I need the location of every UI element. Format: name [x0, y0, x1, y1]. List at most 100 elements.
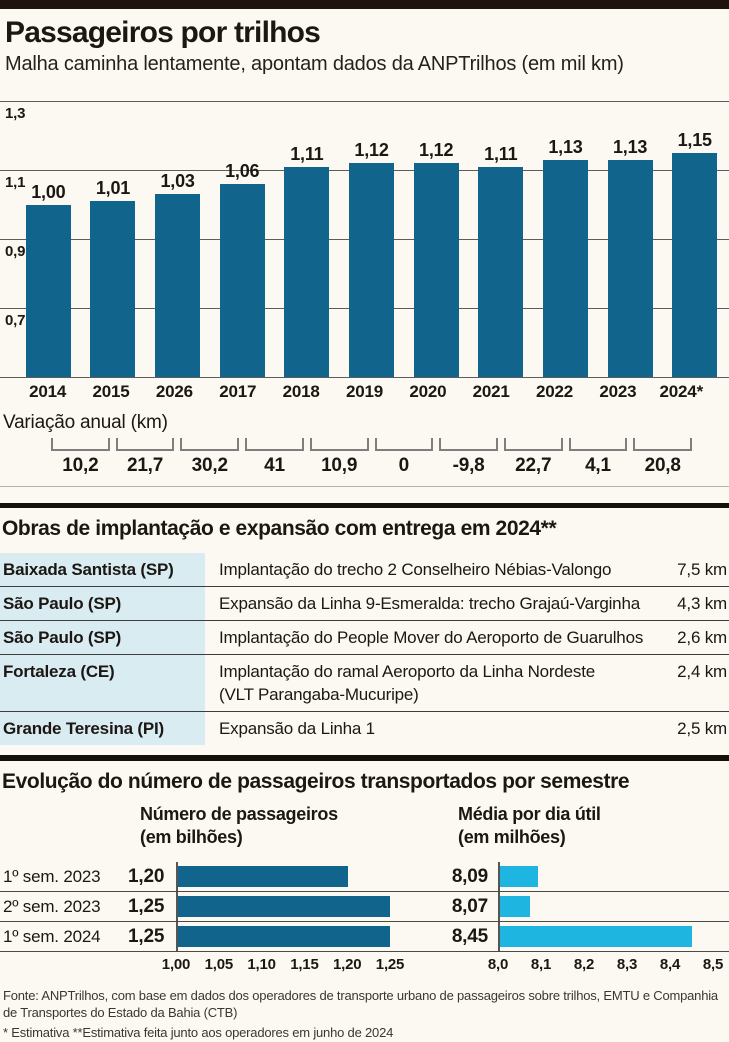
- variation-bracket: [503, 438, 563, 451]
- variation-cell: 4,1: [566, 438, 631, 477]
- col-header-passengers: Número de passageiros (em bilhões): [140, 804, 338, 847]
- variation-cell: 30,2: [177, 438, 242, 477]
- evolucao-row: 1º sem. 2023 1,20 8,09: [0, 862, 729, 893]
- variation-bracket: [180, 438, 240, 451]
- bar: [349, 163, 395, 377]
- variation-label: Variação anual (km): [3, 412, 168, 433]
- baseline: [0, 377, 729, 378]
- average-bar-track: [498, 922, 713, 952]
- description-line: Expansão da Linha 9-Esmeralda: trecho Gr…: [219, 594, 640, 614]
- variation-bracket: [568, 438, 628, 451]
- evolucao-axis-ticks: 1,00 1,05 1,10 1,15 1,20 1,25 8,0 8,1 8,2 8,3 8,4…: [0, 952, 729, 976]
- bar-column: 1,11: [468, 101, 533, 377]
- variation-cell: 22,7: [501, 438, 566, 477]
- left-axis-ticks: 1,00 1,05 1,10 1,15 1,20 1,25: [162, 952, 405, 976]
- x-axis-label: 2015: [92, 382, 130, 401]
- tick-label: 8,0: [487, 956, 509, 974]
- variation-cell: 41: [242, 438, 307, 477]
- x-axis-label: 2026: [155, 382, 193, 401]
- variation-cell: 0: [372, 438, 437, 477]
- x-axis-labels: 2014 2015 2026 2017 2018 2019 2020 2021 2022 2023…: [16, 382, 713, 402]
- bar-column: 1,12: [339, 101, 404, 377]
- bar: [672, 152, 718, 377]
- variation-bracket: [439, 438, 498, 451]
- bar: [542, 159, 588, 377]
- tick-label: 1,10: [247, 956, 276, 974]
- x-axis-label: 2019: [345, 382, 383, 401]
- variation-value: 4,1: [585, 455, 611, 476]
- right-axis-ticks: 8,0 8,1 8,2 8,3 8,4 8,5: [488, 952, 723, 976]
- tick-label: 8,3: [616, 956, 638, 974]
- bar-value-label: 1,11: [484, 143, 518, 164]
- passengers-bar-track: [176, 922, 390, 952]
- bar-value-label: 1,13: [612, 136, 648, 157]
- cell-description: Implantação do People Mover do Aeroporto…: [205, 621, 657, 654]
- average-bar: [500, 896, 530, 918]
- variation-bracket: [115, 438, 175, 451]
- col-header-daily-average: Média por dia útil (em milhões): [458, 804, 601, 847]
- average-bar: [500, 926, 692, 948]
- y-axis-label: 0,7: [5, 312, 26, 329]
- x-axis-label: 2023: [599, 382, 637, 401]
- thin-divider: [0, 486, 729, 487]
- tick-label: 1,20: [332, 956, 362, 974]
- variation-cell: 10,2: [48, 438, 113, 477]
- bar-column: 1,01: [81, 101, 146, 377]
- passengers-bar: [178, 866, 348, 888]
- tick-label: 1,05: [204, 956, 234, 974]
- description-line: (VLT Parangaba-Mucuripe): [219, 685, 419, 705]
- bar-column: 1,13: [598, 101, 663, 377]
- bar-column: 1,03: [145, 101, 210, 377]
- bar: [413, 163, 459, 377]
- row-label: 1º sem. 2023: [3, 866, 101, 886]
- cell-extent: 2,6 km: [677, 628, 727, 648]
- variation-value: 10,9: [321, 455, 358, 476]
- variation-bracket: [633, 438, 693, 451]
- bar-value-label: 1,03: [160, 171, 195, 192]
- average-bar-track: [498, 892, 713, 922]
- table-row: Fortaleza (CE) Implantação do ramal Aerop…: [0, 654, 729, 712]
- passengers-bar-track: [176, 892, 390, 922]
- bar-value-label: 1,15: [677, 129, 712, 150]
- obras-heading: Obras de implantação e expansão com entr…: [2, 517, 557, 540]
- tick-label: 8,5: [702, 956, 724, 974]
- variation-value: 20,8: [644, 455, 681, 476]
- bar-column: 1,11: [275, 101, 340, 377]
- y-axis-label: 1,3: [5, 105, 26, 122]
- bar: [155, 194, 201, 377]
- tick-label: 1,00: [161, 956, 191, 974]
- bar-series: 1,00 1,01 1,03 1,06 1,11 1,12 1,12 1,11 1,13 1,13…: [16, 101, 727, 377]
- variation-bracket: [51, 438, 110, 451]
- footer-source: Fonte: ANPTrilhos, com base em dados dos…: [3, 988, 718, 1021]
- variation-value: 10,2: [62, 455, 99, 476]
- variation-value: 0: [398, 455, 410, 476]
- bar: [607, 159, 653, 377]
- bar-value-label: 1,12: [419, 140, 454, 161]
- main-bar-chart: 1,3 1,1 0,9 0,7 1,00 1,01 1,03 1,06 1,11 1,12 1,1…: [0, 101, 729, 378]
- bar-column: 1,00: [16, 101, 81, 377]
- table-row: Baixada Santista (SP) Implantação do trec…: [0, 553, 729, 587]
- y-axis-label: 1,1: [5, 174, 26, 191]
- gridline: [0, 101, 729, 102]
- tick-label: 8,1: [530, 956, 552, 974]
- evolucao-rows: 1º sem. 2023 1,20 8,09 2º sem. 2023 1,25 8,07…: [0, 862, 729, 953]
- variation-value: 22,7: [515, 455, 552, 476]
- variation-brackets: 10,2 21,7 30,2 41 10,9 0 -9,8 22,7 4,1 20,8: [48, 438, 695, 477]
- passengers-value-label: 1,25: [128, 895, 165, 917]
- bar-value-label: 1,01: [95, 178, 131, 199]
- bar: [284, 166, 330, 377]
- cell-location: Baixada Santista (SP): [0, 553, 205, 587]
- bar-value-label: 1,06: [225, 160, 260, 181]
- row-label: 1º sem. 2024: [3, 926, 101, 946]
- cell-description: Expansão da Linha 1: [205, 712, 657, 745]
- cell-description: Implantação do trecho 2 Conselheiro Nébi…: [205, 553, 657, 586]
- y-axis-label: 0,9: [5, 243, 26, 260]
- bar-column: 1,15: [662, 101, 727, 377]
- average-bar: [500, 866, 539, 888]
- page-title: Passageiros por trilhos: [5, 16, 321, 49]
- variation-bracket: [245, 438, 304, 451]
- bar: [219, 183, 265, 377]
- passengers-bar: [178, 896, 390, 918]
- variation-bracket: [309, 438, 369, 451]
- average-value-label: 8,09: [451, 865, 488, 887]
